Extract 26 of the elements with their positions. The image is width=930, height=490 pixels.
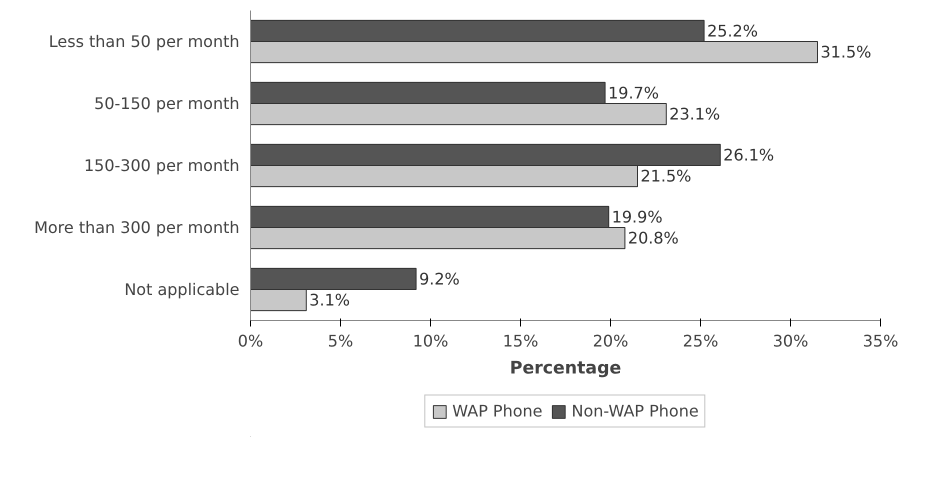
data-label: 19.7% xyxy=(608,83,659,102)
x-tick-label: 20% xyxy=(592,332,628,350)
x-axis-title: Percentage xyxy=(510,358,622,378)
data-label: 21.5% xyxy=(640,166,692,186)
y-tick-label: More than 300 per month xyxy=(34,218,240,237)
data-label: 31.5% xyxy=(820,42,872,62)
x-tick-label: 25% xyxy=(682,332,718,350)
data-label: 26.1% xyxy=(723,145,774,164)
x-tick-label: 15% xyxy=(502,332,538,350)
x-tick-label: 5% xyxy=(328,332,354,350)
data-label: 20.8% xyxy=(628,228,679,248)
x-tick-label: 30% xyxy=(772,332,808,350)
y-tick-label: 50-150 per month xyxy=(94,94,240,113)
x-tick-label: 0% xyxy=(238,332,264,350)
legend-label: Non-WAP Phone xyxy=(571,402,699,420)
y-tick-label: Not applicable xyxy=(124,280,240,299)
data-label: 9.2% xyxy=(419,269,460,288)
y-tick-label: Less than 50 per month xyxy=(48,32,240,51)
x-tick-label: 35% xyxy=(862,332,898,350)
data-label: 3.1% xyxy=(309,290,350,310)
x-tick-label: 10% xyxy=(412,332,448,350)
data-label: 23.1% xyxy=(669,104,720,124)
y-tick-label: 150-300 per month xyxy=(84,156,240,175)
data-label: 19.9% xyxy=(612,207,663,226)
data-label: 25.2% xyxy=(707,21,758,40)
legend-label: WAP Phone xyxy=(452,402,542,420)
